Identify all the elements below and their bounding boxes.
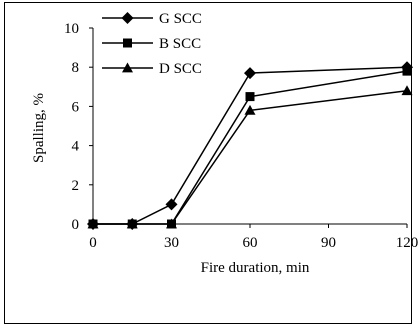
legend-marker — [123, 38, 132, 48]
data-point — [166, 218, 177, 229]
x-axis-label: Fire duration, min — [201, 260, 310, 276]
legend-label: D SCC — [159, 61, 202, 77]
data-point — [245, 92, 255, 102]
series-b-scc — [88, 66, 412, 229]
data-point — [402, 66, 412, 76]
y-tick-label: 10 — [64, 21, 79, 37]
data-point — [87, 218, 99, 229]
y-tick-label: 6 — [72, 99, 80, 115]
y-tick-label: 0 — [72, 217, 80, 233]
x-tick-label: 90 — [321, 235, 336, 251]
legend-label: G SCC — [159, 11, 202, 27]
x-tick-label: 30 — [164, 235, 179, 251]
series-group — [87, 61, 413, 230]
legend-item-bg — [100, 32, 225, 54]
legend-item: B SCC — [100, 32, 225, 54]
data-point — [165, 198, 178, 211]
y-tick-label: 2 — [72, 178, 80, 194]
y-tick-label: 8 — [72, 60, 80, 76]
data-point — [244, 104, 256, 115]
data-point — [244, 67, 256, 80]
legend-marker — [122, 62, 133, 73]
x-tick-label: 120 — [396, 235, 418, 251]
y-axis-label: Spalling, % — [31, 93, 47, 163]
x-tick-label: 60 — [243, 235, 258, 251]
x-tick-label: 0 — [89, 235, 97, 251]
legend-item-bg — [100, 7, 225, 29]
data-point — [126, 218, 138, 229]
series-d-scc — [87, 85, 413, 229]
series-line — [93, 66, 408, 225]
data-point — [401, 85, 413, 96]
legend-marker — [121, 12, 134, 24]
chart-frame — [4, 2, 412, 324]
legend-item: G SCC — [100, 7, 225, 29]
tick-labels: 0 2 4 6 8 10 0 30 60 90 120 — [64, 21, 418, 251]
legend-label: B SCC — [159, 36, 201, 52]
series-g-scc — [87, 61, 413, 230]
legend-item-bg — [100, 57, 225, 79]
y-tick-label: 4 — [72, 139, 80, 155]
legend: G SCC B SCC D SCC — [100, 7, 225, 79]
legend-item: D SCC — [100, 57, 225, 79]
